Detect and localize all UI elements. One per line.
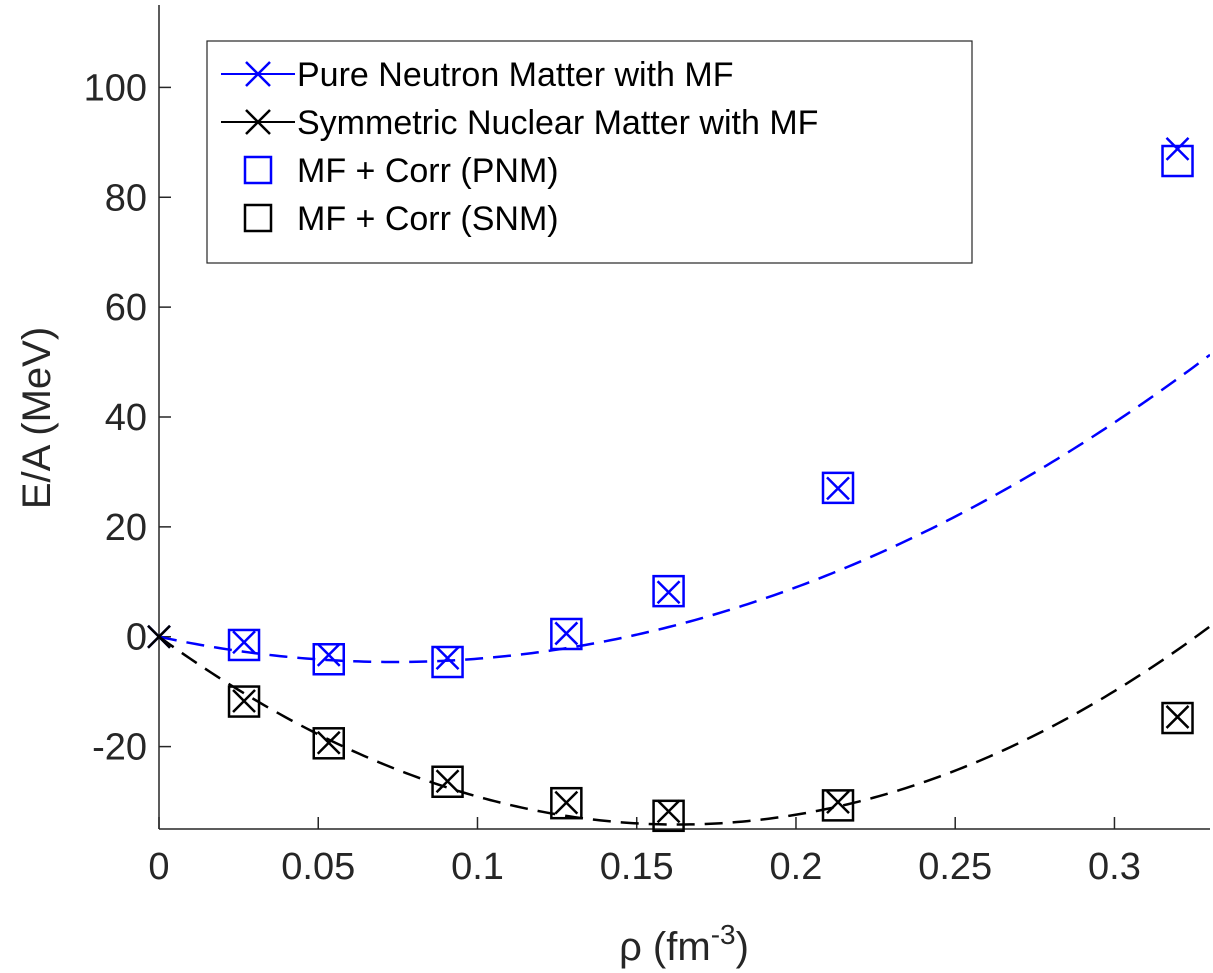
data-point-x xyxy=(1165,705,1190,729)
legend-swatch-square xyxy=(243,155,273,185)
x-axis-label-suffix: ) xyxy=(736,925,749,969)
data-point-square xyxy=(821,471,855,505)
data-point-square xyxy=(431,645,464,679)
data-point-square xyxy=(821,789,855,822)
y-axis-label: E/A (MeV) xyxy=(15,327,59,509)
data-point-square xyxy=(550,786,583,820)
x-tick-label: 0.05 xyxy=(281,846,355,888)
x-tick-label: 0 xyxy=(148,846,169,888)
legend-box xyxy=(206,40,973,264)
series-1 xyxy=(147,624,1190,824)
data-point-square xyxy=(1161,144,1194,178)
data-marks xyxy=(147,137,1194,833)
data-point-square xyxy=(652,574,685,608)
legend-label: Symmetric Nuclear Matter with MF xyxy=(297,104,818,142)
legend-swatch-square xyxy=(243,203,273,233)
x-tick-label: 0.15 xyxy=(600,846,674,888)
x-tick-label: 0.3 xyxy=(1088,846,1141,888)
data-point-x xyxy=(435,769,460,794)
x-tick-label: 0.25 xyxy=(918,846,992,888)
legend-swatch-x xyxy=(245,61,271,87)
x-tick-label: 0.1 xyxy=(451,846,504,888)
data-point-x xyxy=(554,621,579,646)
data-point-x xyxy=(656,799,681,824)
y-tick-label: 0 xyxy=(126,617,147,659)
data-point-square xyxy=(550,617,583,651)
data-point-x xyxy=(554,790,579,815)
data-point-x xyxy=(232,630,256,655)
data-point-x xyxy=(232,689,256,713)
x-axis-label-main: ρ (fm xyxy=(619,925,711,969)
data-point-square xyxy=(312,727,346,760)
data-point-square xyxy=(652,799,685,833)
data-point-x xyxy=(435,646,460,671)
data-point-square xyxy=(431,765,464,799)
legend: Pure Neutron Matter with MF Symmetric Nuc… xyxy=(206,40,973,264)
x-axis-label-sup: -3 xyxy=(711,919,736,950)
data-point-x xyxy=(826,476,850,501)
data-point-x xyxy=(316,730,341,755)
y-tick-label: -20 xyxy=(92,727,147,769)
y-tick-label: 60 xyxy=(105,287,147,329)
x-axis-label: ρ (fm-3) xyxy=(619,919,749,969)
data-point-square xyxy=(312,643,346,676)
legend-label: Pure Neutron Matter with MF xyxy=(297,56,733,94)
legend-swatch-x xyxy=(245,109,271,135)
y-tick-label: 20 xyxy=(105,507,147,549)
series-2 xyxy=(227,144,1194,679)
y-tick-label: 80 xyxy=(105,177,147,219)
legend-label: MF + Corr (PNM) xyxy=(297,152,559,190)
data-point-square xyxy=(227,628,261,662)
data-point-x xyxy=(826,790,850,814)
y-tick-label: 40 xyxy=(105,397,147,439)
data-point-x xyxy=(147,624,171,649)
series-3 xyxy=(227,685,1194,833)
data-point-x xyxy=(1165,137,1190,161)
data-point-square xyxy=(227,685,261,718)
legend-label: MF + Corr (SNM) xyxy=(297,200,559,238)
data-point-x xyxy=(316,642,341,667)
x-tick-label: 0.2 xyxy=(770,846,823,888)
tick-labels: 0 0.05 0.1 0.15 0.2 0.25 0.3 -20 0 20 40 60 80 100 xyxy=(84,67,1141,888)
data-point-x xyxy=(656,580,681,605)
data-point-square xyxy=(1161,701,1194,735)
y-tick-label: 100 xyxy=(84,67,147,109)
